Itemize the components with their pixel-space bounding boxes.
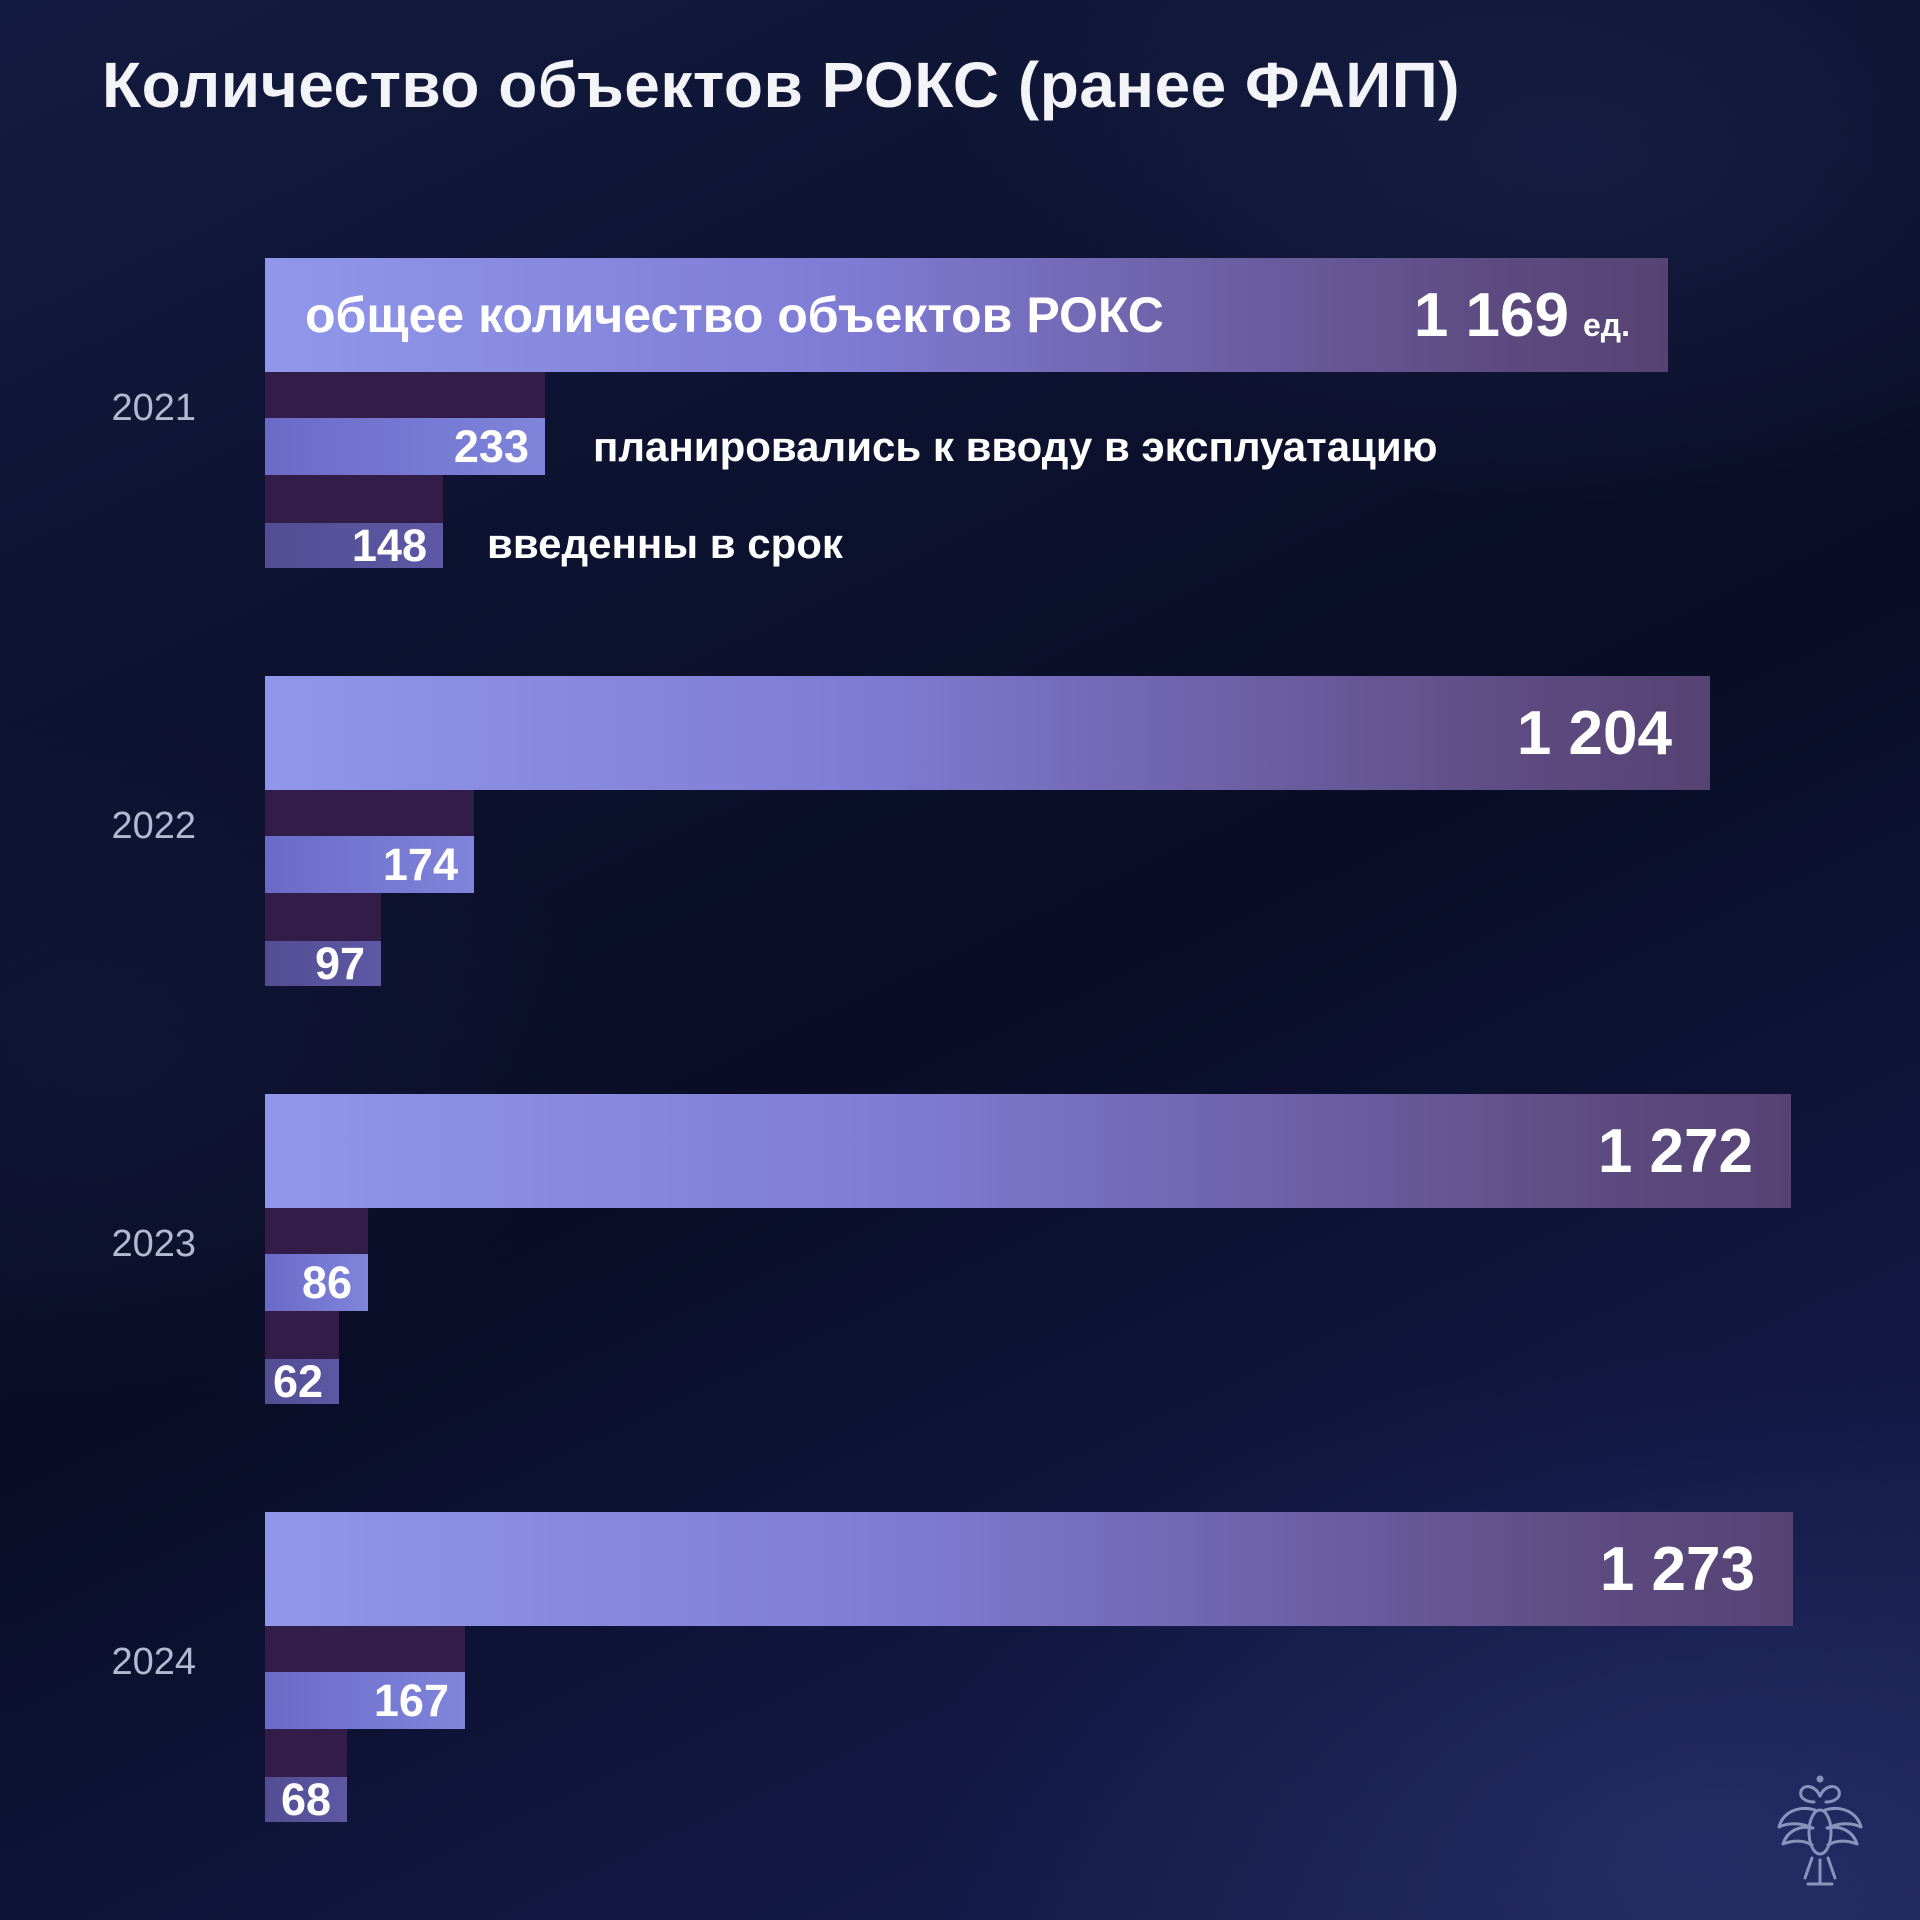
planned-value: 233 [453,421,529,472]
year-label: 2024 [111,1641,196,1683]
total-bar-number: 1 273 [1599,1534,1755,1604]
planned-bar-shadow [265,372,545,418]
total-bar: 1 204 [265,676,1710,790]
on-time-bar-shadow [265,893,381,941]
planned-bar: 233 [265,418,545,475]
total-bar: 1 273 [265,1512,1793,1626]
planned-bar: 86 [265,1254,368,1311]
total-bar-legend: общее количество объектов РОКС [305,287,1164,343]
total-bar-unit: ед. [1583,306,1630,343]
planned-value: 174 [382,839,458,890]
planned-value: 167 [373,1675,449,1726]
on-time-bar: 62 [265,1359,339,1404]
planned-annotation: планировались к вводу в эксплуатацию [593,423,1438,470]
year-label: 2021 [111,387,196,429]
planned-value: 86 [301,1257,352,1308]
on-time-bar: 148 [265,523,443,568]
total-bar-number: 1 169 [1413,280,1569,350]
double-headed-eagle-icon [1777,1775,1863,1886]
planned-bar: 174 [265,836,474,893]
on-time-value: 68 [280,1774,331,1825]
on-time-value: 97 [314,938,365,989]
total-bar-number: 1 272 [1597,1116,1753,1186]
on-time-bar-shadow [265,1729,347,1777]
planned-bar-shadow [265,1208,368,1254]
planned-bar-shadow [265,790,474,836]
on-time-bar-shadow [265,475,443,523]
on-time-value: 148 [351,520,427,571]
on-time-bar: 97 [265,941,381,986]
total-bar-value: 1 272 [1598,1116,1791,1187]
planned-bar-shadow [265,1626,465,1672]
total-bar-number: 1 204 [1516,698,1672,768]
on-time-bar: 68 [265,1777,347,1822]
total-bar: общее количество объектов РОКС 1 169 ед. [265,258,1668,372]
on-time-bar-shadow [265,1311,339,1359]
on-time-value: 62 [272,1356,323,1407]
planned-bar: 167 [265,1672,465,1729]
total-bar-value: 1 273 [1600,1534,1793,1605]
total-bar: 1 272 [265,1094,1791,1208]
total-bar-value: 1 204 [1517,698,1710,769]
total-bar-value: 1 169 ед. [1414,280,1668,351]
chart-title: Количество объектов РОКС (ранее ФАИП) [102,49,1461,121]
year-label: 2023 [111,1223,196,1265]
on-time-annotation: введенны в срок [487,520,843,567]
year-label: 2022 [111,805,196,847]
